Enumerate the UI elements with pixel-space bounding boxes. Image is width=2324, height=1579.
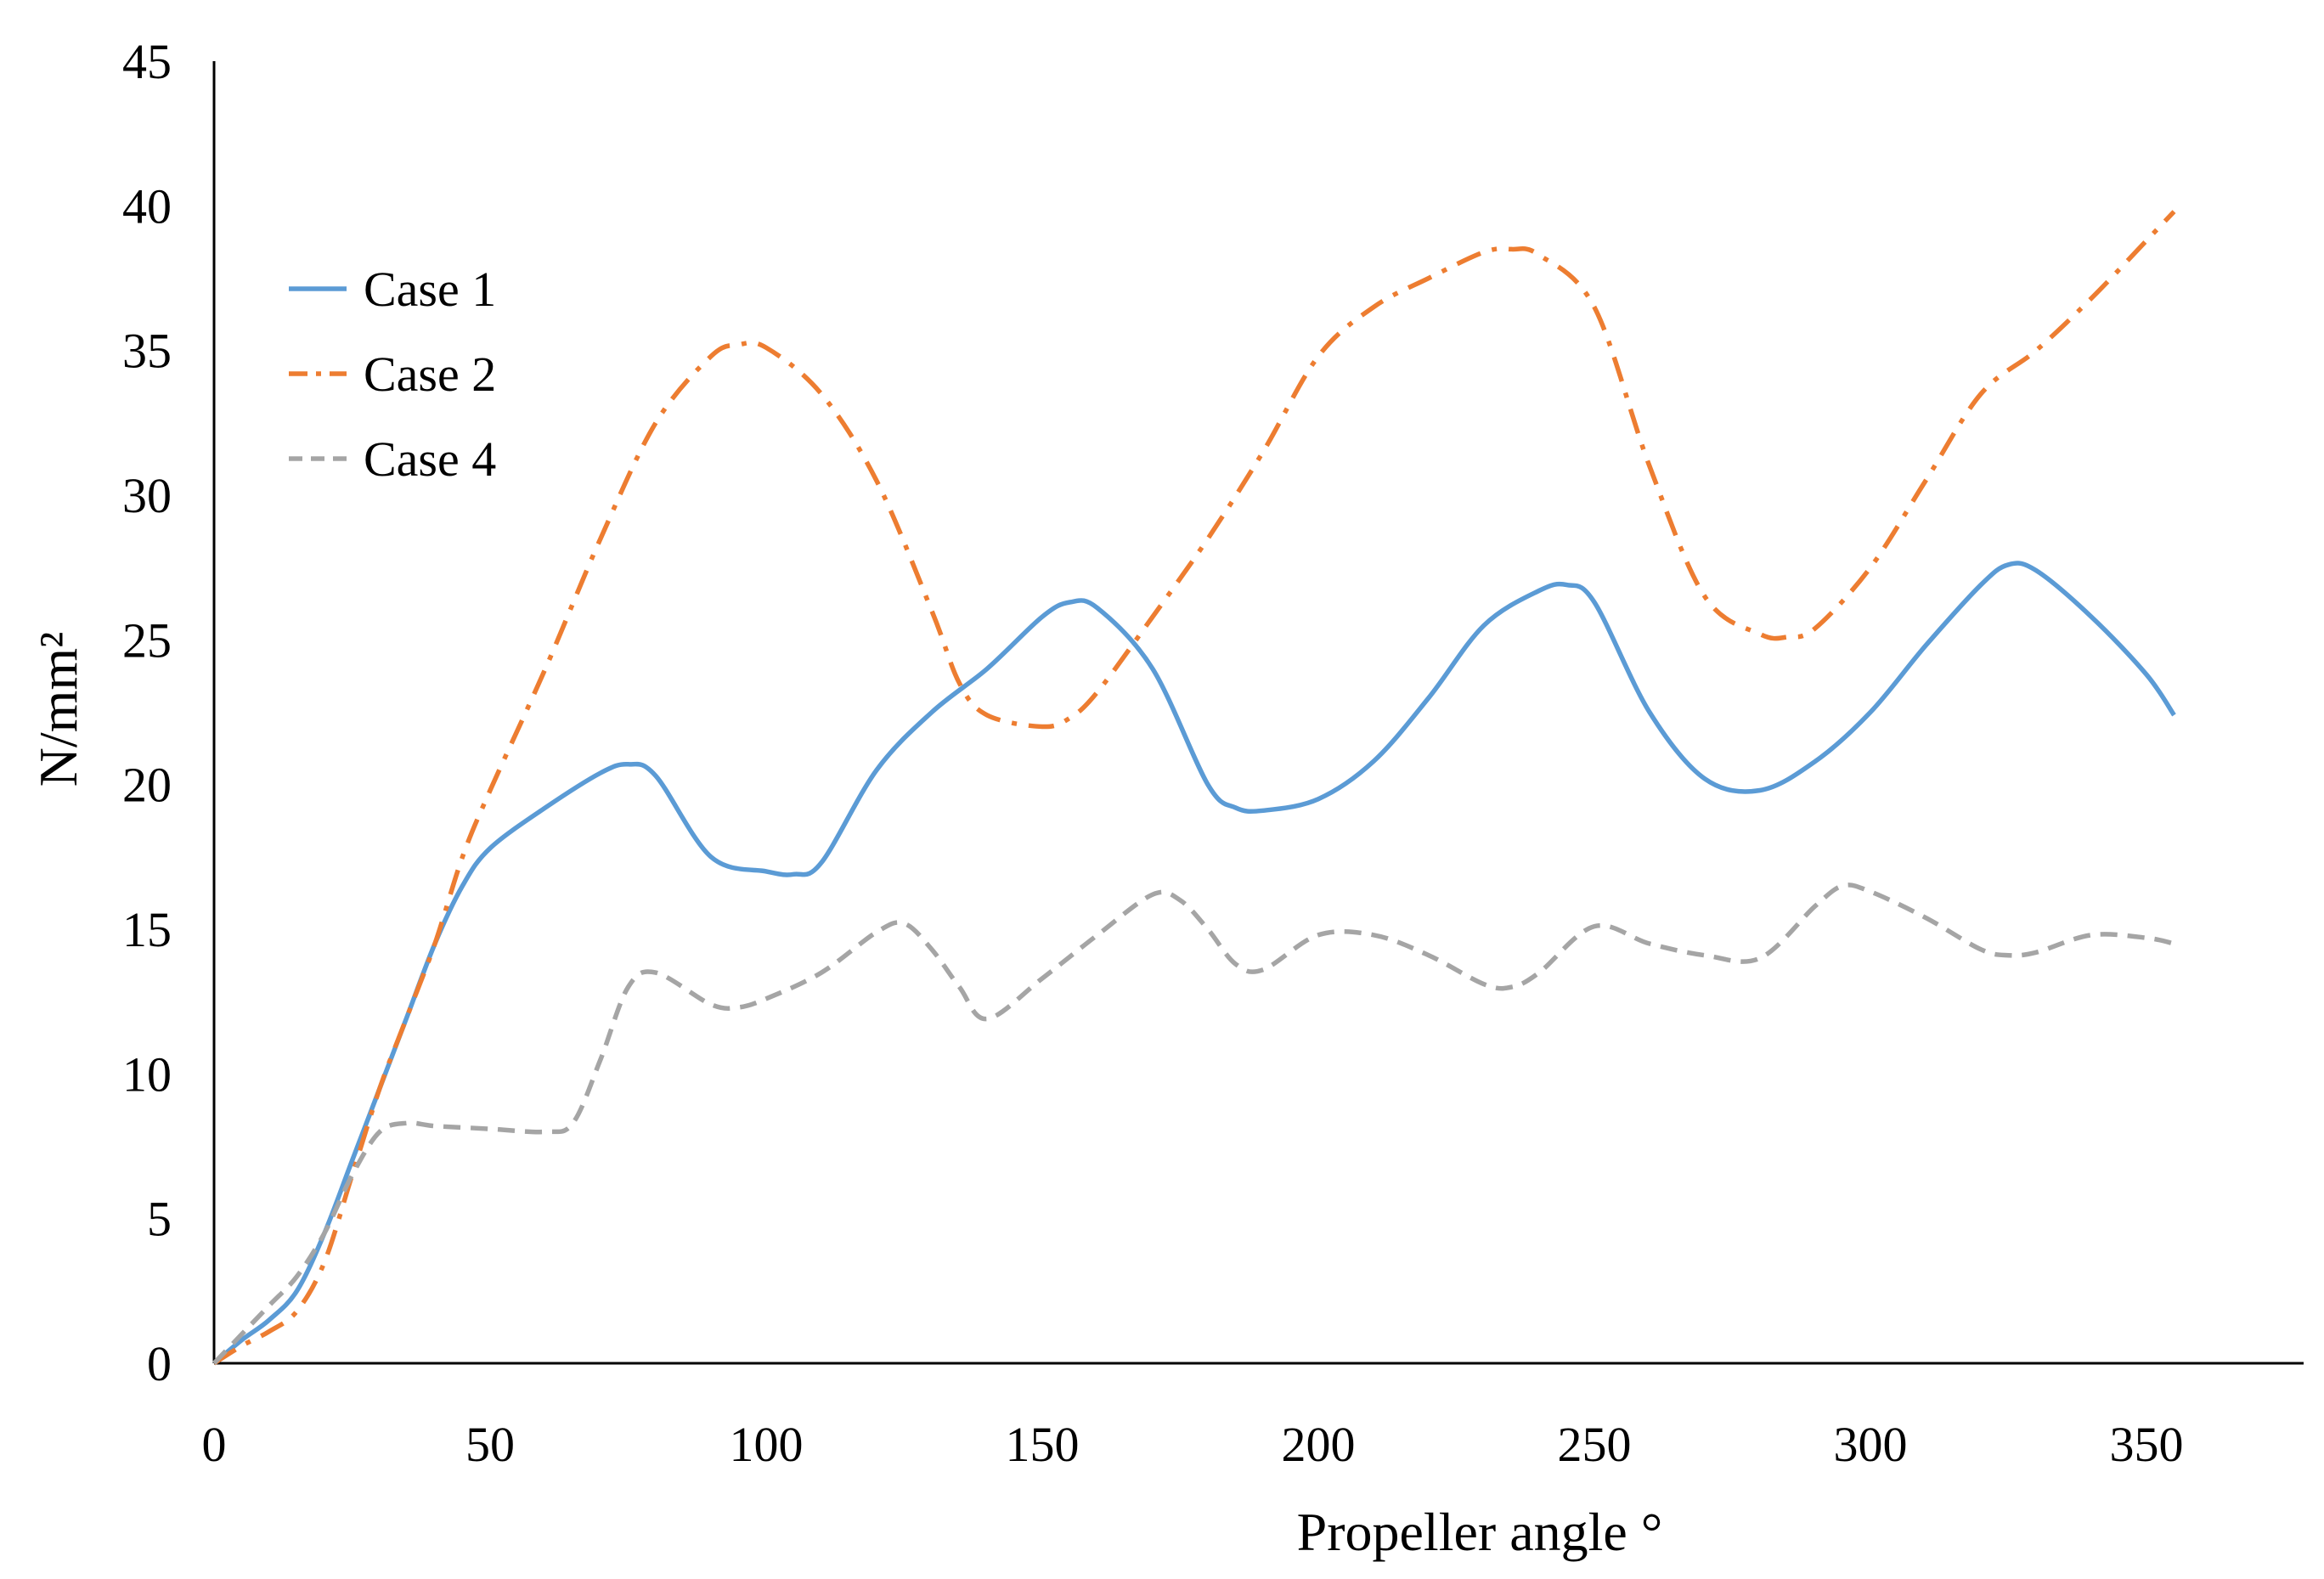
x-tick-label: 50 — [465, 1417, 515, 1472]
y-tick-label: 15 — [122, 902, 172, 957]
y-tick-label: 0 — [147, 1336, 172, 1391]
y-tick-label: 10 — [122, 1046, 172, 1102]
y-tick-label: 35 — [122, 324, 172, 379]
y-axis: 0 5 10 15 20 25 30 35 40 45 — [122, 34, 216, 1391]
x-tick-labels: 0 50 100 150 200 250 300 350 — [202, 1417, 2184, 1472]
x-axis: 0 50 100 150 200 250 300 350 — [202, 1362, 2304, 1472]
y-tick-label: 25 — [122, 612, 172, 668]
y-tick-label: 5 — [147, 1192, 172, 1247]
y-tick-label: 40 — [122, 178, 172, 234]
y-tick-label: 45 — [122, 34, 172, 89]
x-tick-label: 150 — [1006, 1417, 1080, 1472]
legend-label: Case 1 — [364, 262, 496, 317]
y-axis-title: N/mm² — [28, 632, 88, 787]
x-tick-label: 0 — [202, 1417, 227, 1472]
legend-label: Case 4 — [364, 431, 496, 487]
y-tick-labels: 0 5 10 15 20 25 30 35 40 45 — [122, 34, 172, 1391]
x-tick-label: 200 — [1282, 1417, 1356, 1472]
series-line-case-4 — [212, 883, 2175, 1365]
x-tick-label: 250 — [1558, 1417, 1632, 1472]
legend: Case 1 Case 2 Case 4 — [289, 262, 496, 487]
x-axis-title: Propeller angle ° — [1297, 1502, 1663, 1562]
legend-label: Case 2 — [364, 347, 496, 402]
x-tick-label: 350 — [2110, 1417, 2184, 1472]
x-tick-label: 300 — [1834, 1417, 1908, 1472]
series-line-case-2 — [212, 210, 2176, 1366]
x-tick-label: 100 — [730, 1417, 804, 1472]
series-lines — [212, 210, 2176, 1366]
y-tick-label: 30 — [122, 468, 172, 523]
y-tick-label: 20 — [122, 758, 172, 813]
